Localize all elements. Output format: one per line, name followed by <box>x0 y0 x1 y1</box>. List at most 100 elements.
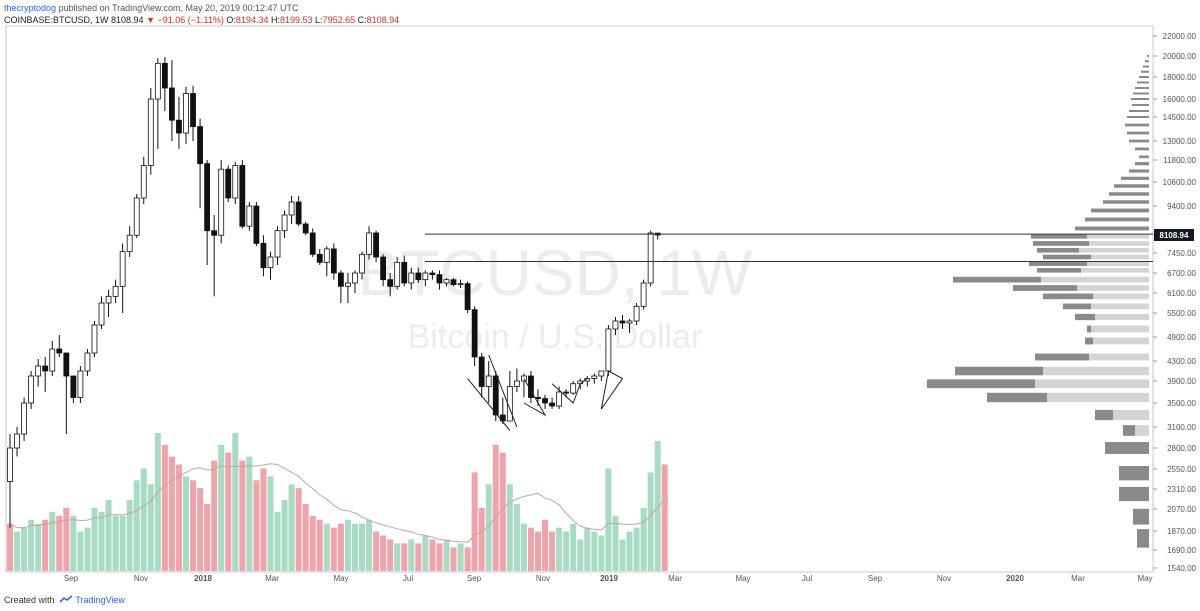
price-tick-label: 10600.00 <box>1163 178 1197 187</box>
price-tick-label: 3500.00 <box>1167 399 1196 408</box>
candle-up <box>98 302 105 326</box>
profile-bar-dominant <box>1035 353 1089 361</box>
price-tick-label: 7450.00 <box>1167 249 1196 258</box>
volume-bar-up <box>35 523 42 571</box>
price-tick-label: 9400.00 <box>1167 202 1196 211</box>
candle-down <box>563 391 570 394</box>
symbol-info-bar: COINBASE:BTCUSD, 1W 8108.94 ▼ −91.06 (−1… <box>4 15 399 25</box>
volume-bar-up <box>394 543 401 571</box>
profile-bar-dominant <box>1125 123 1149 127</box>
profile-bar-total <box>1085 337 1149 345</box>
profile-bar-dominant <box>1013 285 1077 291</box>
profile-bar-total <box>955 366 1149 376</box>
volume-bar-down <box>401 543 408 571</box>
candle-down <box>176 119 182 134</box>
time-tick-label: Mar <box>1071 574 1085 583</box>
candle-up <box>35 365 42 377</box>
volume-bar-down <box>380 535 387 571</box>
volume-bar-up <box>77 531 84 571</box>
price-tick-label: 5500.00 <box>1167 309 1196 318</box>
time-tick-label: 2019 <box>600 574 618 583</box>
triangle-pattern-line <box>523 378 547 417</box>
volume-bar-down <box>373 531 380 571</box>
candle-down <box>211 230 218 236</box>
volume-bar-up <box>84 527 91 571</box>
price-tick-label: 2070.00 <box>1167 505 1196 514</box>
volume-bar-down <box>499 452 506 571</box>
volume-bar-up <box>591 531 598 571</box>
candle-up <box>140 165 147 199</box>
volume-bar-down <box>535 531 541 571</box>
profile-bar-dominant <box>1121 176 1149 180</box>
profile-bar-dominant <box>1037 268 1081 273</box>
profile-bar-dominant <box>1103 200 1149 204</box>
volume-bar-up <box>112 515 119 571</box>
profile-bar-total <box>987 392 1149 403</box>
profile-bar-dominant <box>1129 109 1149 113</box>
candle-up <box>154 62 161 100</box>
profile-bar-dominant <box>927 379 1035 389</box>
candle-up <box>352 272 358 284</box>
price-tick-label: 22000.00 <box>1163 32 1197 41</box>
volume-bar-down <box>661 464 668 571</box>
candle-up <box>133 197 140 236</box>
volume-bar-up <box>28 519 35 571</box>
candle-down <box>260 243 267 269</box>
volume-bar-up <box>49 511 56 571</box>
candle-down <box>239 165 246 227</box>
candle-down <box>295 201 302 225</box>
price-tick-label: 2800.00 <box>1167 444 1196 453</box>
price-tick-label: 6100.00 <box>1167 289 1196 298</box>
candle-up <box>605 328 612 372</box>
profile-bar-dominant <box>1127 131 1149 135</box>
profile-bar-total <box>1075 313 1149 321</box>
profile-bar-total <box>1031 234 1149 239</box>
profile-bar-dominant <box>1075 313 1095 321</box>
tradingview-brand[interactable]: TradingView <box>75 595 125 605</box>
profile-bar-dominant <box>1141 70 1149 73</box>
candle-down <box>401 261 408 284</box>
volume-bar-up <box>584 527 591 571</box>
author-name[interactable]: thecryptodog <box>4 3 57 13</box>
candle-up <box>119 251 126 287</box>
volume-bar-down <box>527 527 534 571</box>
candle-up <box>288 201 295 216</box>
candle-up <box>359 253 365 274</box>
candle-down <box>619 320 626 324</box>
published-text: published on TradingView.com, May 20, 20… <box>58 3 299 13</box>
volume-bar-down <box>56 515 63 571</box>
price-tick-label: 1690.00 <box>1167 546 1196 555</box>
candle-down <box>373 232 379 258</box>
volume-bar-up <box>506 484 513 571</box>
profile-bar-dominant <box>1137 81 1149 84</box>
candle-up <box>640 282 647 307</box>
volume-bar-down <box>387 539 394 571</box>
volume-bar-down <box>429 539 436 571</box>
time-axis[interactable]: Sep Nov 2018 Mar May Jul Sep Nov 2019 Mar May Jul Se… <box>64 574 1153 583</box>
candle-down <box>70 375 77 398</box>
candle-down <box>471 309 478 358</box>
time-tick-label: Jul <box>403 574 413 583</box>
profile-bar-dominant <box>1075 226 1149 231</box>
time-tick-label: Jul <box>802 574 812 583</box>
price-tick-label: 18000.00 <box>1163 73 1197 82</box>
price-axis[interactable]: 22000.00 20000.00 18000.00 16000.00 14500.00… <box>1153 32 1197 573</box>
candle-up <box>408 272 415 284</box>
volume-bars <box>7 433 668 571</box>
candle-up <box>513 380 520 387</box>
volume-bar-up <box>70 515 77 571</box>
profile-bar-dominant <box>1119 486 1149 502</box>
profile-bar-dominant <box>1095 409 1113 421</box>
candle-up <box>647 232 654 284</box>
volume-bar-down <box>211 460 218 571</box>
profile-bar-total <box>1037 268 1149 273</box>
volume-bar-down <box>337 523 344 571</box>
footer: Created with TradingView <box>4 595 125 606</box>
volume-bar-down <box>253 480 260 571</box>
volume-bar-down <box>190 480 197 571</box>
volume-bar-up <box>119 515 126 571</box>
price-tick-label: 2310.00 <box>1167 485 1196 494</box>
time-tick-label: May <box>333 574 348 583</box>
volume-bar-down <box>204 503 211 571</box>
